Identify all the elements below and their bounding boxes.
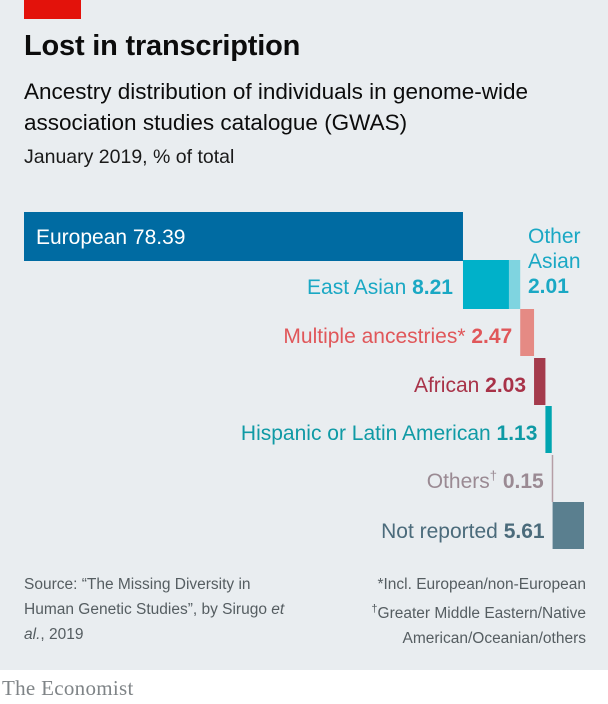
dagger-mark: †	[371, 603, 378, 615]
label-east-asian: East Asian 8.21	[307, 276, 453, 299]
chart-subtitle: Ancestry distribution of individuals in …	[24, 79, 529, 135]
footnote-dagger-text: Greater Middle Eastern/Native American/O…	[377, 605, 586, 648]
bar-not-reported	[552, 502, 584, 549]
bar-hispanic-or-latin-american	[545, 406, 552, 453]
bar-east-asian	[462, 260, 509, 309]
chart-card: Lost in transcription Ancestry distribut…	[0, 0, 608, 670]
bar-african	[534, 358, 546, 405]
footnotes: *Incl. European/non-European †Greater Mi…	[286, 572, 586, 651]
label-hispanic-or-latin-american: Hispanic or Latin American 1.13	[241, 422, 538, 445]
footnote-dagger: †Greater Middle Eastern/Native American/…	[286, 597, 586, 651]
label-other-asian: Other Asian 2.01	[528, 225, 581, 298]
waterfall-chart: European 78.39 East Asian 8.21 Other Asian 2…	[24, 212, 584, 549]
source-text: Source: “The Missing Diversity in Human …	[24, 576, 285, 643]
source-note: Source: “The Missing Diversity in Human …	[24, 572, 304, 647]
date-note: January 2019, % of total	[24, 146, 235, 168]
footnote-star: *Incl. European/non-European	[377, 576, 586, 593]
bar-other-asian	[508, 260, 521, 309]
label-european: European 78.39	[36, 226, 185, 249]
label-others: Others† 0.15	[427, 468, 544, 493]
brand-red-tag	[24, 0, 81, 19]
bar-multiple-ancestries	[520, 309, 535, 356]
label-african: African 2.03	[414, 374, 526, 397]
label-multiple-ancestries: Multiple ancestries* 2.47	[283, 325, 512, 348]
label-not-reported: Not reported 5.61	[381, 520, 545, 543]
bar-european	[24, 212, 463, 261]
chart-title: Lost in transcription	[24, 30, 301, 62]
bar-others	[551, 455, 554, 502]
economist-logo: The Economist	[2, 676, 134, 700]
